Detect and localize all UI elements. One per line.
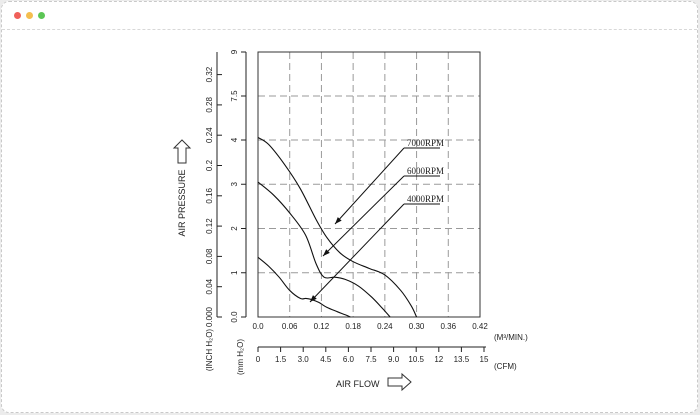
- series-arrowhead-icon: [335, 217, 342, 224]
- x-primary-tick-label: 0.36: [440, 322, 456, 331]
- series-leader-line: [334, 147, 405, 225]
- x-primary-tick-label: 0.06: [282, 322, 298, 331]
- x-axis-arrow-icon: [387, 372, 412, 392]
- curve-6000rpm: [257, 181, 391, 318]
- y-secondary-tick-label: 0.04: [205, 278, 214, 294]
- y-axis-title: AIR PRESSURE: [177, 169, 187, 236]
- x-secondary-tick-label: 4.5: [320, 355, 332, 364]
- x-axis-title: AIR FLOW: [336, 379, 380, 389]
- x-secondary-ticks: 0 1.5 3.0 4.5 6.0 7.5 9.0 10.5 12 13.5 15: [256, 347, 489, 364]
- x-primary-tick-label: 0.24: [377, 322, 393, 331]
- chart-grid: [258, 52, 480, 317]
- x-secondary-tick-label: 0: [256, 355, 261, 364]
- y-axis-arrow-icon: [172, 139, 192, 164]
- y-primary-tick-label: 2: [230, 226, 239, 231]
- x-secondary-unit: (CFM): [494, 362, 517, 371]
- maximize-button[interactable]: [38, 12, 45, 19]
- y-secondary-tick-label: 0.24: [205, 127, 214, 143]
- y-primary-tick-label: 3: [230, 181, 239, 186]
- y-secondary-tick-label: 0.28: [205, 97, 214, 113]
- plot-frame: [257, 51, 481, 318]
- curve-4000rpm: [257, 256, 351, 318]
- series-callouts: 7000RPM 6000RPM 4000RPM: [309, 138, 444, 303]
- y-primary-ticks: 0.0 1 2 3 4 7.5 9: [230, 49, 246, 323]
- y-primary-tick-label: 4: [230, 137, 239, 142]
- y-secondary-tick-label: 0.32: [205, 66, 214, 82]
- series-leader-line: [322, 175, 405, 257]
- minimize-button[interactable]: [26, 12, 33, 19]
- close-button[interactable]: [14, 12, 21, 19]
- y-primary-tick-label: 1: [230, 270, 239, 275]
- series-label-6000rpm: 6000RPM: [407, 166, 444, 176]
- x-secondary-tick-label: 13.5: [454, 355, 470, 364]
- y-secondary-tick-label: 0.08: [205, 248, 214, 264]
- x-primary-tick-label: 0.18: [345, 322, 361, 331]
- y-secondary-tick-label: 0.2: [205, 159, 214, 171]
- x-secondary-tick-label: 7.5: [365, 355, 377, 364]
- y-secondary-tick-label: 0.12: [205, 218, 214, 234]
- x-secondary-tick-label: 6.0: [343, 355, 355, 364]
- y-secondary-tick-label: 0.000: [205, 306, 214, 327]
- y-secondary-unit: (INCH H₂O): [205, 329, 214, 372]
- y-primary-tick-label: 9: [230, 49, 239, 54]
- series-label-7000rpm: 7000RPM: [407, 138, 444, 148]
- x-primary-tick-label: 0.0: [252, 322, 264, 331]
- x-secondary-tick-label: 1.5: [275, 355, 287, 364]
- x-primary-tick-label: 0.30: [409, 322, 425, 331]
- series-leader-line: [309, 203, 405, 303]
- x-secondary-tick-label: 15: [480, 355, 489, 364]
- x-primary-tick-label: 0.42: [472, 322, 488, 331]
- x-secondary-tick-label: 12: [434, 355, 443, 364]
- x-primary-ticks: 0.0 0.06 0.12 0.18 0.24 0.30 0.36 0.42: [252, 322, 488, 331]
- series-label-4000rpm: 4000RPM: [407, 194, 444, 204]
- x-secondary-tick-label: 9.0: [388, 355, 400, 364]
- y-secondary-ticks: 0.000 0.04 0.08 0.12 0.16 0.2 0.24 0.28 0.32: [205, 66, 222, 327]
- series-arrowhead-icon: [310, 295, 317, 302]
- curve-7000rpm: [257, 137, 418, 318]
- series-arrowhead-icon: [323, 249, 330, 256]
- y-primary-tick-label: 7.5: [230, 90, 239, 102]
- title-bar: [2, 2, 697, 30]
- y-primary-unit: (mm H₂O): [236, 339, 245, 375]
- x-primary-tick-label: 0.12: [314, 322, 330, 331]
- x-secondary-tick-label: 10.5: [408, 355, 424, 364]
- y-primary-tick-label: 0.0: [230, 311, 239, 323]
- series-curves: [257, 137, 418, 318]
- y-secondary-tick-label: 0.16: [205, 187, 214, 203]
- x-primary-unit: (M³/MIN.): [494, 333, 528, 342]
- x-secondary-tick-label: 3.0: [298, 355, 310, 364]
